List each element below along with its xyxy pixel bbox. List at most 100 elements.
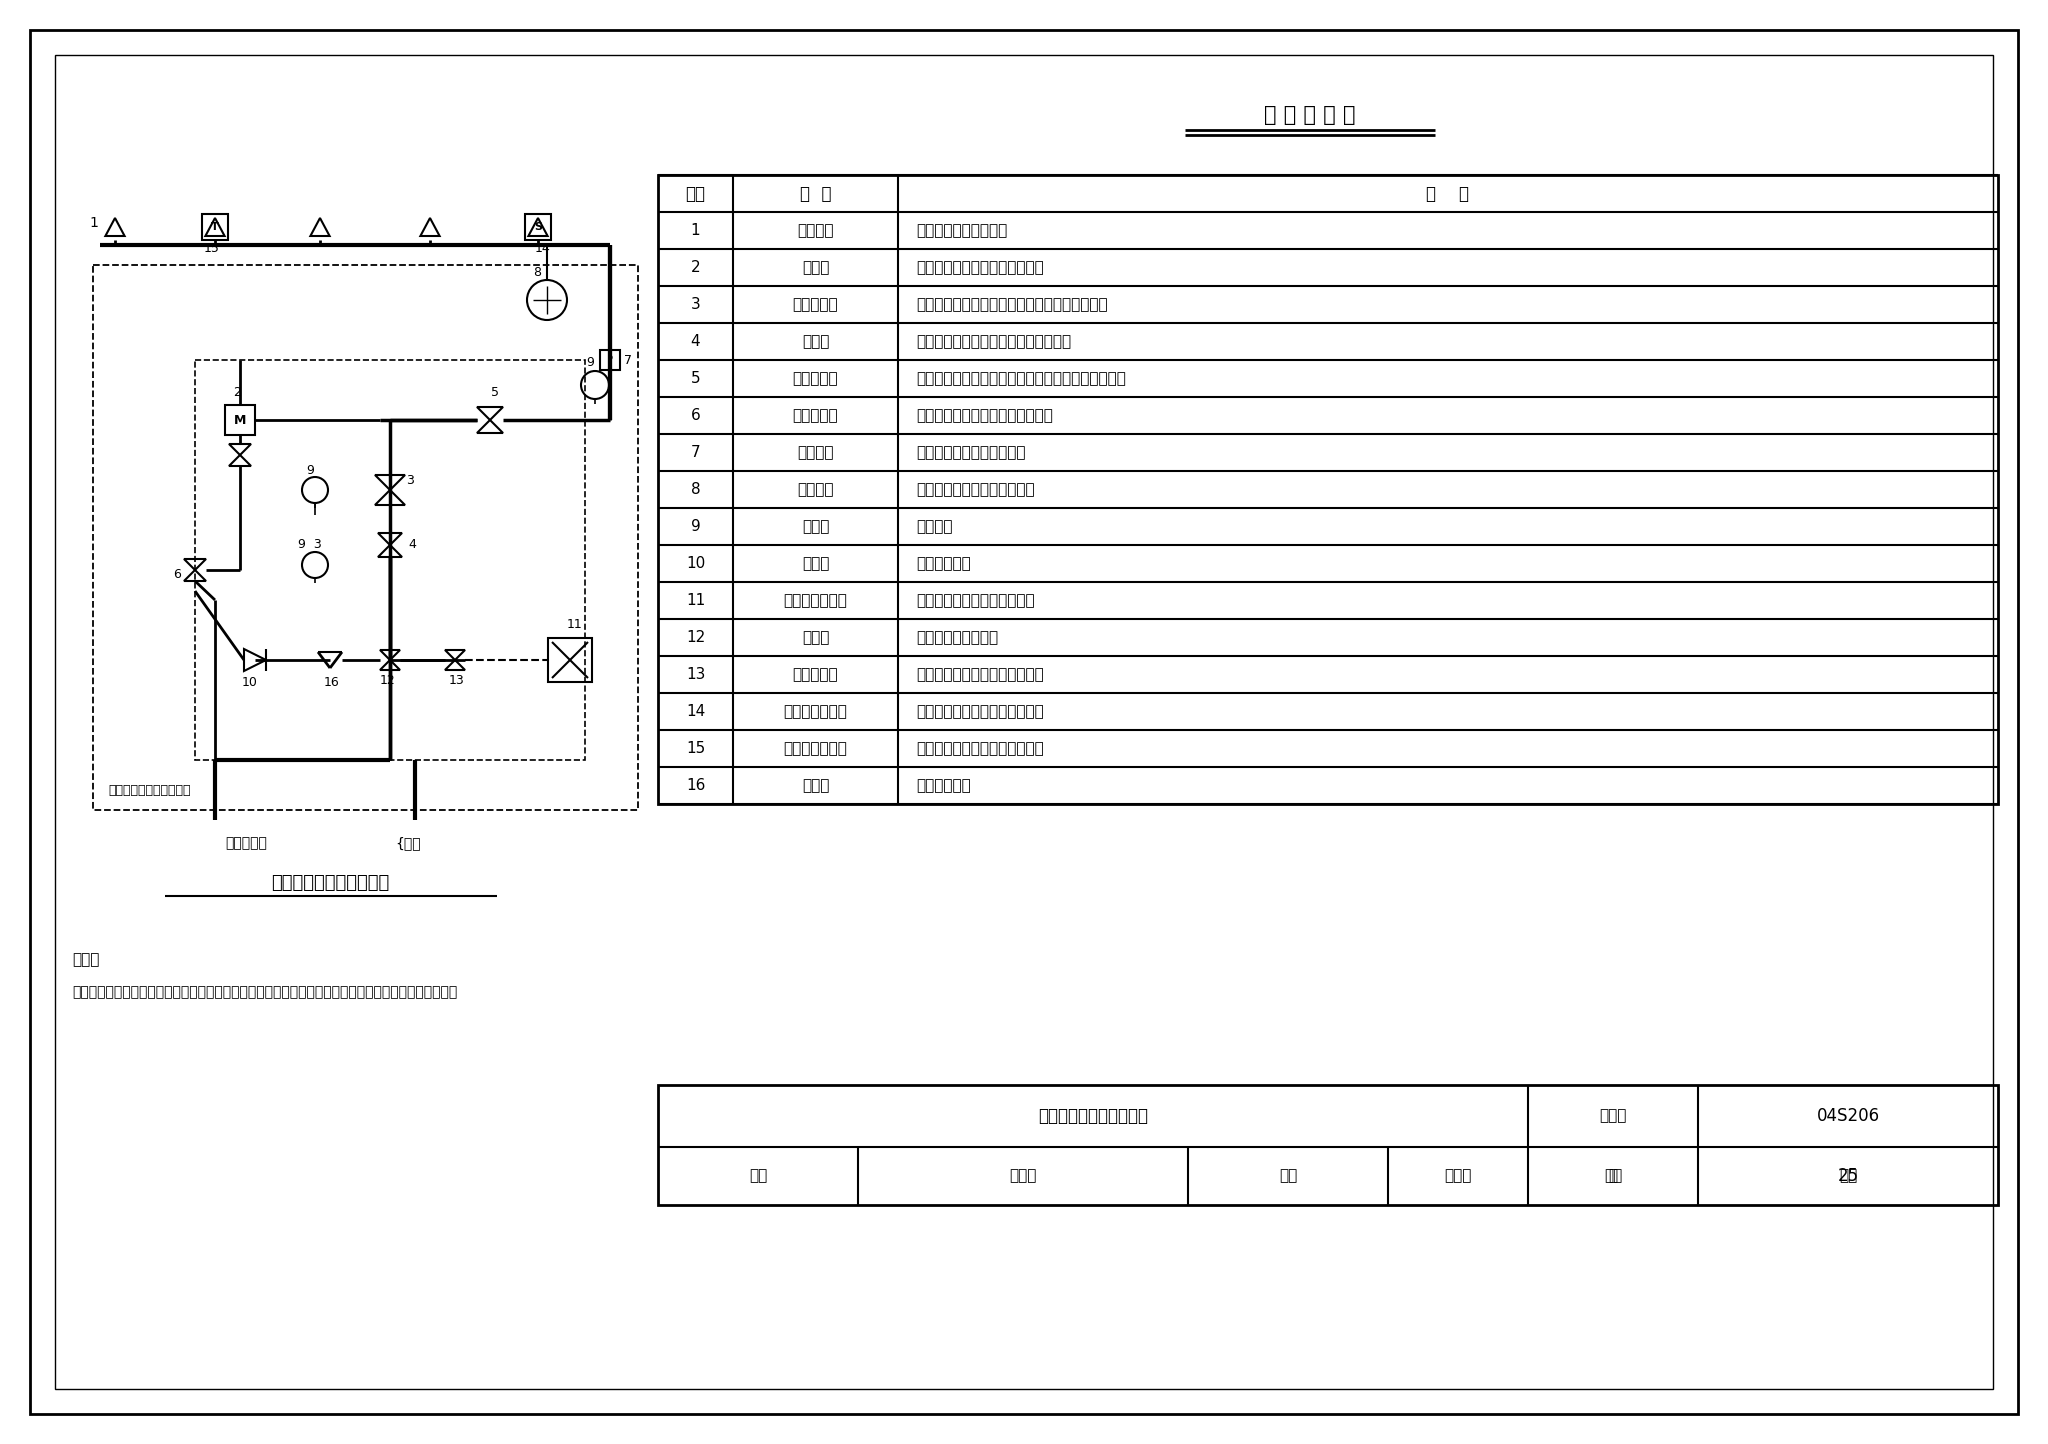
Text: 04S206: 04S206: [1817, 1108, 1880, 1125]
Text: 三州仲: 三州仲: [1010, 1168, 1036, 1184]
Text: 雨淋阀开启时，发出电信号: 雨淋阀开启时，发出电信号: [915, 445, 1026, 461]
Text: 5: 5: [690, 371, 700, 386]
Text: 本图为雨淋报警阀组的标准配置，各厂家的产品可能与此有所不同，但应满足报警阀组的基本功能要求。: 本图为雨淋报警阀组的标准配置，各厂家的产品可能与此有所不同，但应满足报警阀组的基…: [72, 985, 457, 999]
Text: 过滤器: 过滤器: [803, 778, 829, 793]
Text: 8: 8: [690, 482, 700, 497]
Text: 齐腾: 齐腾: [1839, 1168, 1858, 1184]
Text: 控制水流方向: 控制水流方向: [915, 556, 971, 570]
Text: 4: 4: [408, 539, 416, 552]
Text: 水力警铃: 水力警铃: [797, 482, 834, 497]
Text: 25: 25: [1837, 1167, 1860, 1186]
Text: 12: 12: [686, 630, 705, 645]
Text: 16: 16: [686, 778, 705, 793]
Text: 开式喷头: 开式喷头: [797, 222, 834, 238]
Text: 雨淋阀开启时，发出音响信号: 雨淋阀开启时，发出音响信号: [915, 482, 1034, 497]
Text: 用    途: 用 途: [1427, 185, 1470, 202]
Text: 三名组: 三名组: [1444, 1168, 1473, 1184]
Text: P: P: [606, 355, 612, 365]
Text: 11: 11: [567, 618, 584, 631]
Text: 14: 14: [535, 243, 551, 256]
Text: 火灾发生时，出水灭火: 火灾发生时，出水灭火: [915, 222, 1008, 238]
Text: 试验信号阀: 试验信号阀: [793, 371, 838, 386]
Text: 编号: 编号: [686, 185, 705, 202]
Text: 4: 4: [690, 334, 700, 349]
Text: 11: 11: [686, 593, 705, 608]
Text: 图集号: 图集号: [1599, 1109, 1626, 1123]
Text: 探测器报警后，联动开启雨淋阀: 探测器报警后，联动开启雨淋阀: [915, 260, 1044, 274]
Text: 烟雾探测火灾，并发出报警信号: 烟雾探测火灾，并发出报警信号: [915, 705, 1044, 719]
Text: 校对: 校对: [1278, 1168, 1296, 1184]
Text: 试验放水阀: 试验放水阀: [793, 667, 838, 682]
Text: 火灾时自动开启供水，同时可输出报警水流信号: 火灾时自动开启供水，同时可输出报警水流信号: [915, 297, 1108, 312]
Text: 雨淋报警阀: 雨淋报警阀: [793, 297, 838, 312]
Text: 10: 10: [686, 556, 705, 570]
Text: 电动启动雨淋系统示意图: 电动启动雨淋系统示意图: [1038, 1108, 1149, 1125]
Bar: [203, 214, 227, 240]
Text: 14: 14: [686, 705, 705, 719]
Text: 15: 15: [205, 243, 219, 256]
Text: 13: 13: [686, 667, 705, 682]
Text: 温度探测火灾，并发出报警信号: 温度探测火灾，并发出报警信号: [915, 741, 1044, 757]
Text: 主 要 部 件 表: 主 要 部 件 表: [1264, 105, 1356, 126]
Text: 说明：: 说明：: [72, 953, 100, 967]
Text: 8: 8: [532, 266, 541, 279]
Bar: [600, 349, 621, 370]
Text: 手动开启阀: 手动开启阀: [793, 409, 838, 423]
Text: 9: 9: [690, 518, 700, 534]
Bar: [657, 175, 1999, 804]
Text: 10: 10: [242, 676, 258, 689]
Text: 审核: 审核: [750, 1168, 768, 1184]
Text: 电动启动雨淋系统示意图: 电动启动雨淋系统示意图: [270, 874, 389, 892]
Text: 止回阀: 止回阀: [803, 556, 829, 570]
Text: 泄水阀: 泄水阀: [803, 630, 829, 645]
Text: 1: 1: [690, 222, 700, 238]
Text: 12: 12: [381, 673, 395, 686]
Text: T: T: [211, 222, 219, 232]
Text: 电磁阀: 电磁阀: [803, 260, 829, 274]
Text: {排水: {排水: [395, 836, 420, 851]
Text: 接消防供水: 接消防供水: [225, 836, 266, 851]
Text: 过滤水中杂质: 过滤水中杂质: [915, 778, 971, 793]
Text: 9: 9: [586, 357, 594, 370]
Text: 系统调试或功能试验时打开泄水: 系统调试或功能试验时打开泄水: [915, 667, 1044, 682]
Text: 名  称: 名 称: [801, 185, 831, 202]
Text: 压力表: 压力表: [803, 518, 829, 534]
Text: 2: 2: [690, 260, 700, 274]
Text: 接收报警信号并发出控制指令: 接收报警信号并发出控制指令: [915, 593, 1034, 608]
Text: 平时常开，试验雨淋阀时关闭，关闭时有电信号输出: 平时常开，试验雨淋阀时关闭，关闭时有电信号输出: [915, 371, 1126, 386]
Text: 15: 15: [686, 741, 705, 757]
Text: 1: 1: [90, 217, 98, 230]
Text: 供水控制阀，阀门关闭时有电信号输出: 供水控制阀，阀门关闭时有电信号输出: [915, 334, 1071, 349]
Text: 6: 6: [690, 409, 700, 423]
Text: 火灾时，现场手动应急开启雨淋阀: 火灾时，现场手动应急开启雨淋阀: [915, 409, 1053, 423]
Bar: [225, 404, 256, 435]
Text: 火灾报警控制器: 火灾报警控制器: [784, 593, 848, 608]
Text: M: M: [233, 413, 246, 426]
Text: 3: 3: [406, 474, 414, 487]
Text: 3: 3: [690, 297, 700, 312]
Text: 压力开关: 压力开关: [797, 445, 834, 461]
Text: 信号阀: 信号阀: [803, 334, 829, 349]
Bar: [92, 266, 639, 810]
Text: 烟感火灾探测器: 烟感火灾探测器: [784, 705, 848, 719]
Text: 系统检修时排空放水: 系统检修时排空放水: [915, 630, 997, 645]
Text: 7: 7: [690, 445, 700, 461]
Text: 7: 7: [625, 354, 633, 367]
Text: 9: 9: [305, 464, 313, 477]
Text: 页: 页: [1608, 1168, 1618, 1184]
Bar: [657, 1084, 1999, 1204]
Text: 设计: 设计: [1604, 1168, 1622, 1184]
Text: 5: 5: [492, 386, 500, 399]
Bar: [195, 360, 586, 760]
Text: 6: 6: [174, 569, 180, 582]
Text: S: S: [535, 222, 543, 232]
Text: 2: 2: [233, 386, 242, 399]
Text: 注：框内为雨淋报警阀组: 注：框内为雨淋报警阀组: [109, 784, 190, 797]
Text: 16: 16: [324, 676, 340, 689]
Text: 显示水压: 显示水压: [915, 518, 952, 534]
Text: 温感火灾探测器: 温感火灾探测器: [784, 741, 848, 757]
Bar: [549, 638, 592, 682]
Bar: [524, 214, 551, 240]
Text: 9  3: 9 3: [299, 539, 322, 552]
Text: 13: 13: [449, 673, 465, 686]
